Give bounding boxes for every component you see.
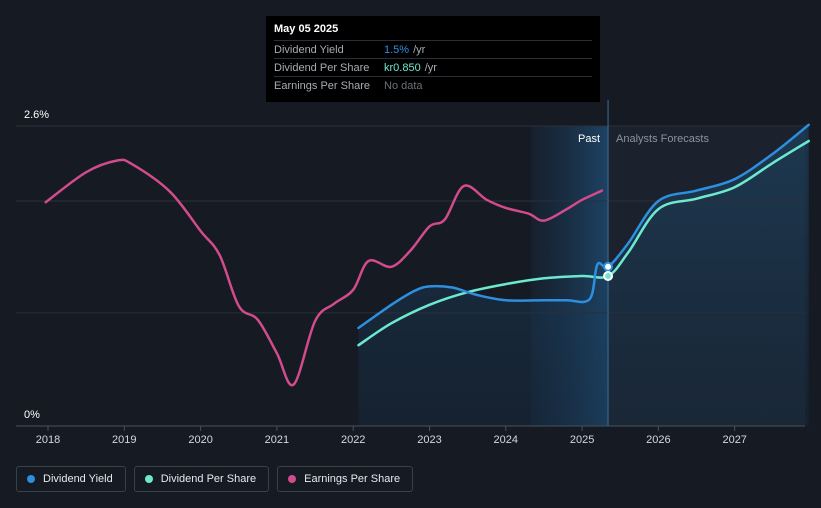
tooltip-date: May 05 2025 bbox=[274, 23, 339, 35]
tooltip-unit: /yr bbox=[424, 61, 437, 74]
earnings-per-share-line bbox=[44, 158, 604, 387]
tooltip-row-dividend-per-share: Dividend Per Share kr0.850 /yr bbox=[274, 58, 592, 76]
legend-dot-icon bbox=[144, 475, 153, 483]
tooltip-value: kr0.850 bbox=[384, 61, 421, 74]
dividend-yield-line bbox=[357, 123, 810, 330]
legend-label: Earnings Per Share bbox=[304, 473, 401, 485]
x-tick-label: 2022 bbox=[341, 434, 365, 446]
chart-legend: Dividend Yield Dividend Per Share Earnin… bbox=[16, 466, 414, 492]
tooltip-label: Dividend Per Share bbox=[274, 61, 370, 74]
legend-item-dividend-yield[interactable]: Dividend Yield bbox=[16, 466, 126, 492]
forecast-label: Analysts Forecasts bbox=[616, 133, 709, 145]
legend-dot-icon bbox=[27, 475, 35, 483]
dividend-yield-marker[interactable] bbox=[603, 261, 614, 272]
legend-item-earnings-per-share[interactable]: Earnings Per Share bbox=[277, 466, 414, 492]
past-label: Past bbox=[578, 133, 600, 145]
y-axis-bottom-label: 0% bbox=[24, 409, 40, 421]
legend-label: Dividend Per Share bbox=[160, 473, 257, 485]
x-tick-label: 2019 bbox=[112, 434, 136, 446]
tooltip-unit: /yr bbox=[413, 43, 426, 56]
legend-dot-icon bbox=[288, 475, 297, 483]
legend-label: Dividend Yield bbox=[43, 473, 113, 485]
x-tick-label: 2023 bbox=[417, 434, 441, 446]
y-axis-top-label: 2.6% bbox=[24, 109, 49, 121]
tooltip-row-earnings-per-share: Earnings Per Share No data bbox=[274, 76, 592, 94]
x-tick-label: 2025 bbox=[570, 434, 594, 446]
tooltip-value: No data bbox=[384, 79, 423, 92]
tooltip-value: 1.5% bbox=[384, 43, 410, 56]
tooltip-row-dividend-yield: Dividend Yield 1.5% /yr bbox=[274, 40, 592, 58]
dividend-per-share-line bbox=[357, 139, 810, 347]
x-tick-label: 2018 bbox=[36, 434, 60, 446]
chart-tooltip: May 05 2025 Dividend Yield 1.5% /yr Divi… bbox=[266, 16, 600, 102]
tooltip-label: Dividend Yield bbox=[274, 43, 344, 56]
x-tick-label: 2020 bbox=[188, 434, 212, 446]
x-tick-label: 2024 bbox=[494, 434, 518, 446]
x-tick-label: 2027 bbox=[722, 434, 746, 446]
dividend-per-share-marker[interactable] bbox=[603, 271, 614, 281]
tooltip-label: Earnings Per Share bbox=[274, 79, 370, 92]
x-tick-label: 2026 bbox=[646, 434, 670, 446]
x-tick-label: 2021 bbox=[265, 434, 289, 446]
dividend-yield-area bbox=[358, 124, 809, 427]
legend-item-dividend-per-share[interactable]: Dividend Per Share bbox=[133, 466, 270, 492]
